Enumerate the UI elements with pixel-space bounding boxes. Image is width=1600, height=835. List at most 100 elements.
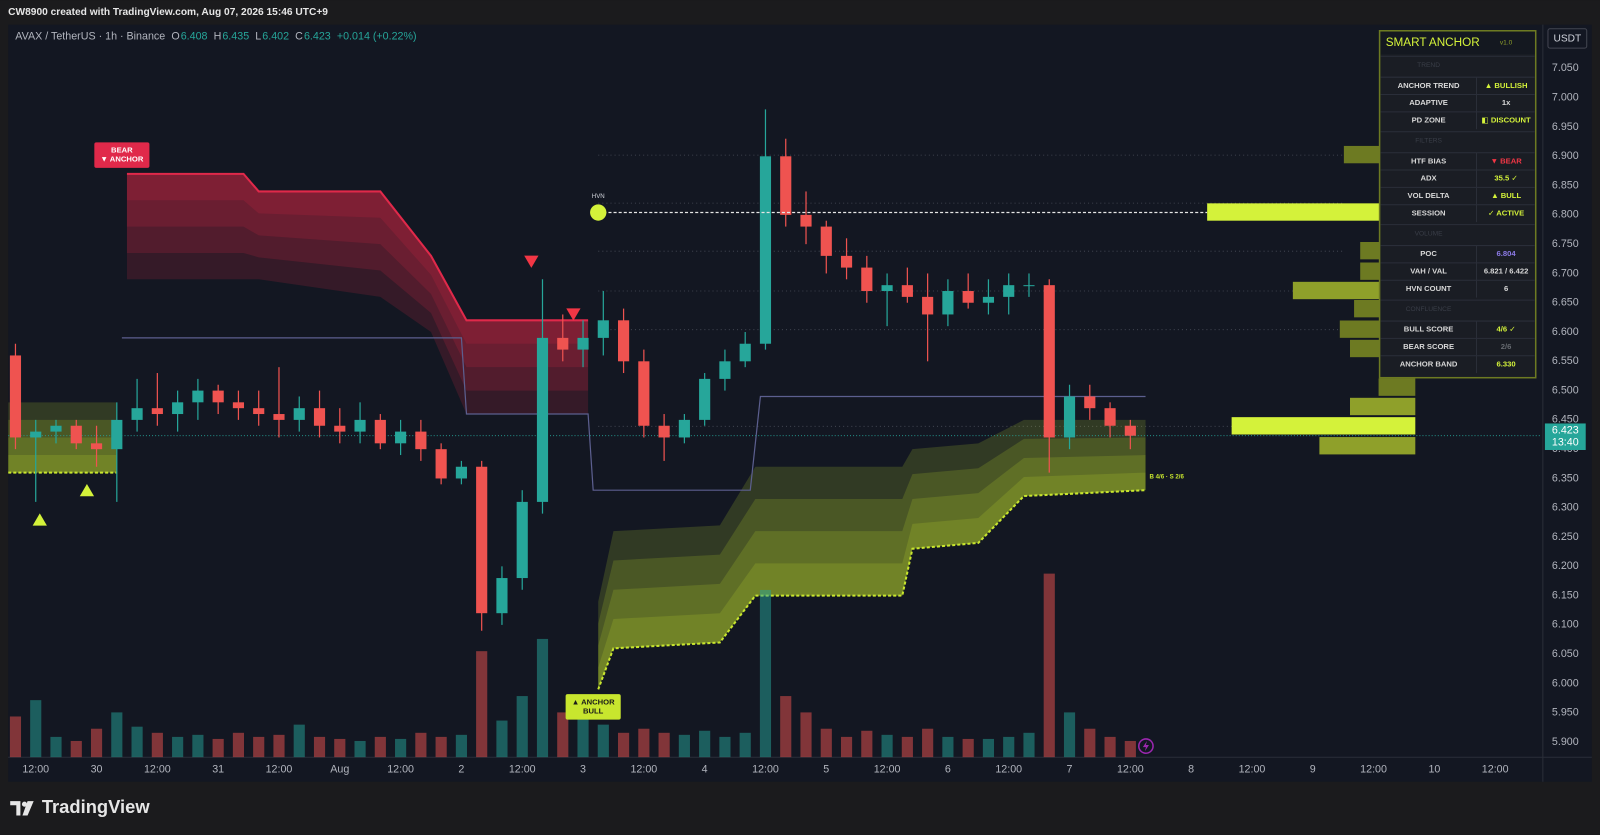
candle-body xyxy=(516,501,528,579)
candle-body xyxy=(172,402,184,415)
candle-body xyxy=(151,408,163,415)
panel-section-title: VOLUME xyxy=(1415,231,1444,238)
legend-text: C xyxy=(295,31,303,43)
volume-bar xyxy=(30,700,42,758)
y-tick-label: 6.250 xyxy=(1552,531,1579,543)
y-tick-label: 6.200 xyxy=(1552,560,1579,572)
x-tick-label: 12:00 xyxy=(1360,763,1387,775)
y-tick-label: 6.350 xyxy=(1552,472,1579,484)
candle-body xyxy=(597,320,609,338)
panel-version: v1.0 xyxy=(1500,40,1513,47)
volume-bar xyxy=(759,589,772,758)
volume-bar xyxy=(982,738,995,758)
x-tick-label: 5 xyxy=(823,763,829,775)
candle-body xyxy=(50,425,62,432)
y-tick-label: 6.300 xyxy=(1552,502,1579,514)
x-tick-label: 12:00 xyxy=(752,763,779,775)
zone-fill xyxy=(8,402,117,473)
panel-title: SMART ANCHOR xyxy=(1386,36,1480,49)
candle-body xyxy=(1104,408,1116,426)
panel-row-label: ADAPTIVE xyxy=(1409,98,1448,107)
volume-bar xyxy=(719,736,731,758)
panel-row-label: VAH / VAL xyxy=(1410,267,1447,276)
volume-bar xyxy=(820,728,832,758)
signal-marker xyxy=(32,513,47,526)
y-tick-label: 6.950 xyxy=(1552,121,1579,133)
panel-row-label: ANCHOR BAND xyxy=(1400,359,1458,368)
panel-row-label: PD ZONE xyxy=(1412,116,1446,125)
volume-bar xyxy=(70,740,82,758)
candle-body xyxy=(699,378,711,420)
y-tick-label: 5.950 xyxy=(1552,707,1579,719)
candle-body xyxy=(232,402,245,409)
y-tick-label: 7.000 xyxy=(1552,92,1579,104)
alert-icon xyxy=(1138,738,1154,754)
candle-body xyxy=(334,425,346,432)
volume-bar xyxy=(50,736,62,758)
volume-bar xyxy=(415,732,427,758)
panel-row-label: ADX xyxy=(1421,174,1438,183)
legend-text: 6.423 xyxy=(304,31,331,43)
currency-box xyxy=(1547,28,1588,49)
candle-body xyxy=(395,431,407,444)
hvn-label: HVN xyxy=(592,193,605,200)
volume-bar xyxy=(1023,732,1035,758)
volume-bar xyxy=(212,738,224,758)
volume-bar xyxy=(151,732,163,758)
volume-bar xyxy=(861,730,873,758)
panel-row-label: BEAR SCORE xyxy=(1403,342,1454,351)
volume-bar xyxy=(597,724,609,758)
annotation-text: ▲ ANCHOR xyxy=(572,697,615,706)
panel-row-value: 6 xyxy=(1504,284,1508,293)
price-tag xyxy=(1544,423,1586,450)
candle-body xyxy=(354,419,366,432)
panel-row-label: ANCHOR TREND xyxy=(1398,81,1460,90)
x-tick-label: 12:00 xyxy=(1239,763,1266,775)
candle-body xyxy=(759,156,772,344)
profile-bar xyxy=(1207,203,1416,221)
volume-bar xyxy=(962,738,974,758)
candle-body xyxy=(192,390,204,403)
volume-bar xyxy=(395,738,407,758)
x-tick-label: 31 xyxy=(212,763,224,775)
x-tick-label: 12:00 xyxy=(1482,763,1509,775)
volume-bar xyxy=(293,724,305,758)
x-tick-label: 12:00 xyxy=(387,763,414,775)
candle-body xyxy=(557,337,569,350)
candle-body xyxy=(922,296,934,315)
volume-bar xyxy=(1003,736,1015,758)
volume-bar xyxy=(273,734,285,758)
volume-bar xyxy=(192,734,204,758)
candle-body xyxy=(496,578,508,614)
x-tick-label: 12:00 xyxy=(630,763,657,775)
volume-bar xyxy=(638,728,650,758)
x-tick-label: 2 xyxy=(458,763,464,775)
volume-bar xyxy=(1084,728,1096,758)
candle-body xyxy=(111,419,123,450)
volume-bar xyxy=(354,740,366,758)
candle-body xyxy=(780,156,792,215)
x-tick-label: 12:00 xyxy=(995,763,1022,775)
price-tag-value: 6.423 xyxy=(1552,424,1579,436)
x-tick-label: 12:00 xyxy=(509,763,536,775)
candle-body xyxy=(253,408,265,415)
candle-body xyxy=(982,296,995,303)
candle-body xyxy=(435,449,447,479)
y-tick-label: 6.700 xyxy=(1552,267,1579,279)
panel-row-value: ▼ BEAR xyxy=(1490,156,1522,165)
legend-text: 6.435 xyxy=(222,31,249,43)
candle-body xyxy=(1003,285,1015,297)
x-tick-label: 12:00 xyxy=(874,763,901,775)
panel-row-value: 2/6 xyxy=(1501,342,1512,351)
volume-bar xyxy=(90,728,103,758)
overlay: AVAX / TetherUS · 1h · Binance O 6.408 H 6.4… xyxy=(15,29,1586,775)
legend-text: 6.408 xyxy=(181,31,208,43)
signal-marker xyxy=(524,255,539,268)
candle-body xyxy=(9,355,22,438)
volume-bar xyxy=(780,696,792,758)
panel-row-value: 6.330 xyxy=(1497,359,1516,368)
zone-fill xyxy=(126,173,589,391)
candle-body xyxy=(881,285,893,292)
panel-row-label: BULL SCORE xyxy=(1404,325,1454,334)
